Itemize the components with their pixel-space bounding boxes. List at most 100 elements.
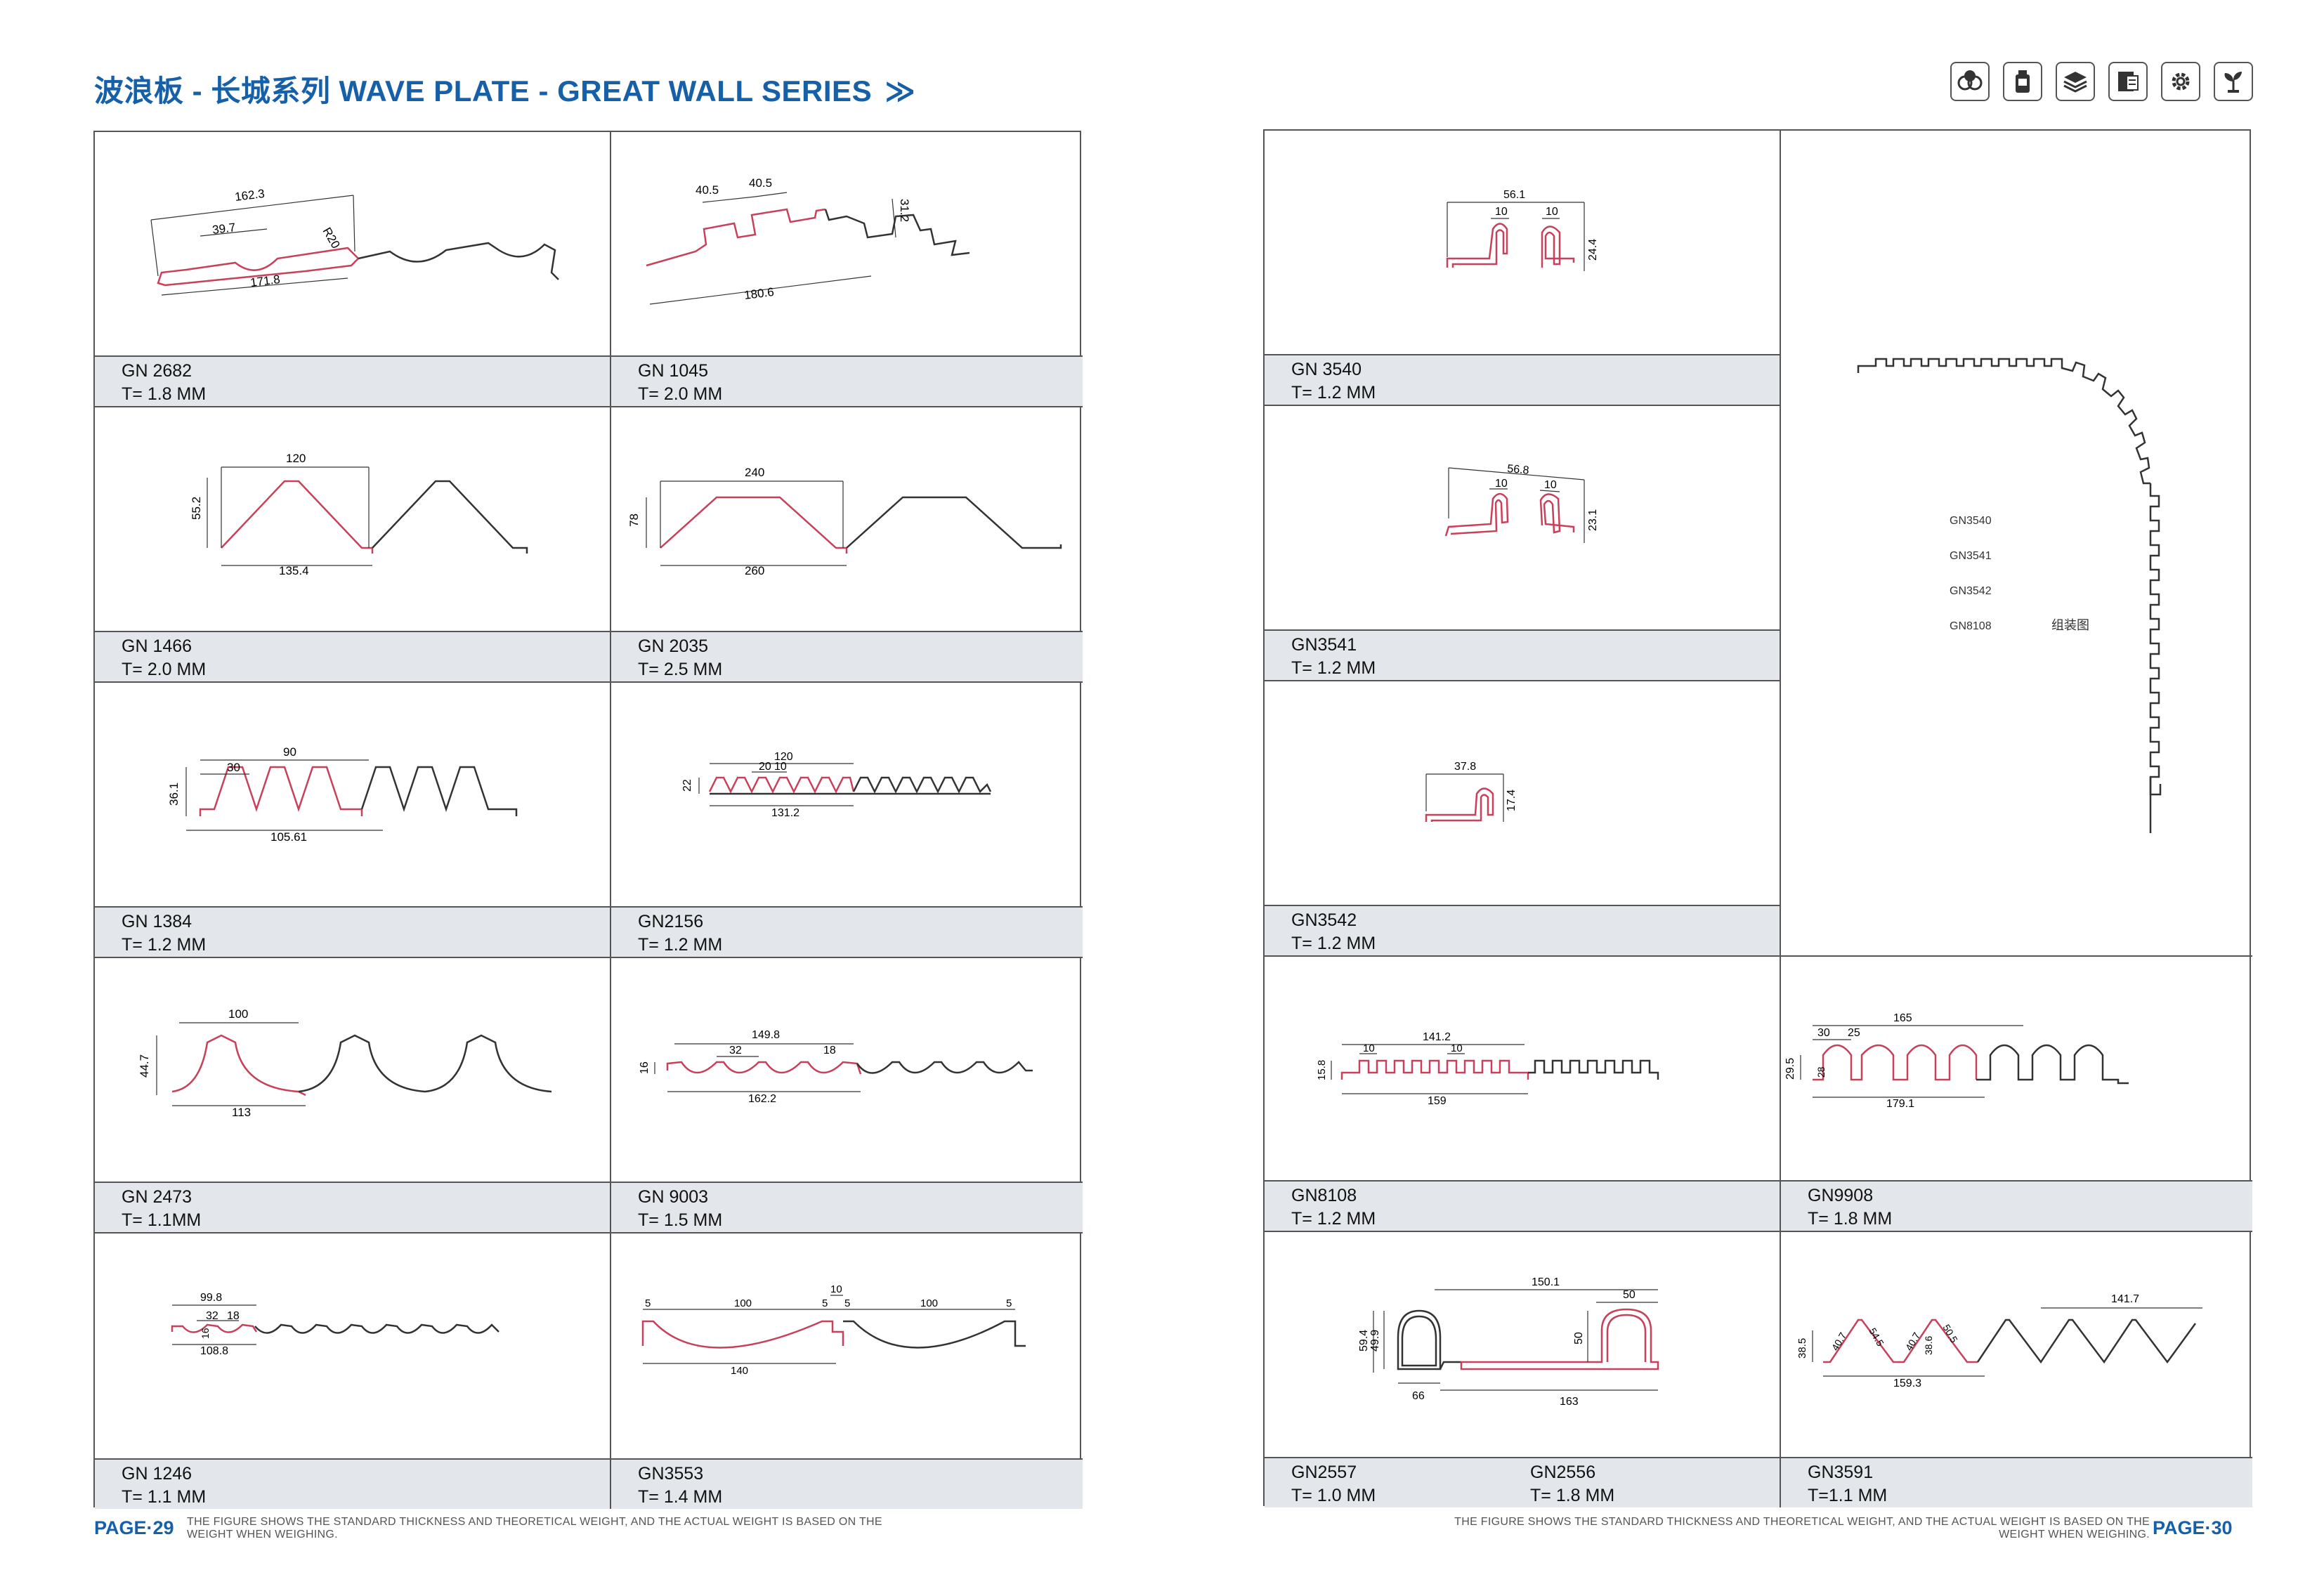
product-cell-gn2473: 100 44.7 113 GN 2473 T= 1.1MM — [95, 958, 611, 1234]
product-label: GN 1045 T= 2.0 MM — [611, 355, 1083, 406]
dim-label: 54.5 — [1867, 1326, 1886, 1349]
dim-label: 40.7 — [1903, 1330, 1923, 1353]
dim-label: 131.2 — [771, 807, 799, 819]
dim-label: 90 — [283, 745, 296, 759]
product-code: GN2557 — [1291, 1463, 1357, 1482]
product-label: GN8108 T= 1.2 MM — [1265, 1180, 1780, 1231]
profile-drawing: 30 90 36.1 105.61 — [95, 683, 610, 911]
profile-drawing: 56.8 10 10 23.1 — [1265, 406, 1780, 634]
product-cell-gn2156: 120 20 10 22 131.2 GN2156 T= 1.2 MM — [611, 683, 1083, 958]
dim-label: 5 — [645, 1297, 651, 1309]
dim-label: 171.8 — [249, 273, 281, 289]
page-number-left: PAGE·29 — [94, 1517, 174, 1538]
book-icon — [2108, 62, 2148, 101]
product-thickness: T= 1.8 MM — [1808, 1209, 1893, 1229]
dim-label: 141.7 — [2111, 1293, 2139, 1305]
dim-label: 16 — [639, 1061, 651, 1074]
dim-label: 66 — [1412, 1390, 1425, 1402]
dim-label: 28 — [1815, 1066, 1827, 1078]
dim-label: 20 — [759, 761, 771, 773]
disclaimer-right: THE FIGURE SHOWS THE STANDARD THICKNESS … — [1454, 1516, 2150, 1540]
product-cell-gn3541: 56.8 10 10 23.1 GN3541 T= 1.2 MM — [1265, 406, 1781, 681]
profile-drawing: 120 55.2 135.4 — [95, 407, 610, 636]
product-code: GN3553 — [638, 1464, 704, 1484]
dim-label: 16 — [200, 1328, 211, 1339]
dim-label: 40.7 — [1829, 1330, 1849, 1353]
dim-label: 163 — [1560, 1396, 1579, 1408]
product-code: GN3542 — [1291, 910, 1357, 930]
product-cell-gn9908: 165 30 25 29.5 28 179.1 GN9908 T= 1.8 MM — [1781, 957, 2252, 1232]
assembly-label: GN3540 — [1950, 515, 1992, 527]
dim-label: 39.7 — [211, 221, 236, 237]
dim-label: 50 — [1573, 1332, 1585, 1344]
dim-label: 260 — [745, 564, 764, 577]
dim-label: 38.5 — [1796, 1338, 1808, 1359]
dim-label: 56.8 — [1507, 463, 1530, 477]
dim-label: 40.5 — [749, 176, 772, 190]
dim-label: 10 — [1363, 1042, 1375, 1054]
dim-label: 22 — [681, 779, 693, 792]
dim-label: 10 — [1495, 206, 1508, 218]
product-thickness: T= 2.5 MM — [638, 660, 723, 679]
right-product-grid: 56.1 10 10 24.4 GN 3540 T= 1.2 MM GN3540 … — [1263, 129, 2252, 1507]
dim-label: 32 — [729, 1045, 742, 1056]
product-thickness: T= 1.2 MM — [1291, 383, 1376, 403]
dim-label: 99.8 — [200, 1292, 222, 1304]
assembly-label: GN3542 — [1950, 585, 1992, 597]
product-code: GN3541 — [1291, 635, 1357, 655]
dim-label: 17.4 — [1506, 790, 1517, 811]
dim-label: 25 — [1848, 1027, 1860, 1039]
product-code: GN 9003 — [638, 1187, 709, 1207]
dim-label: 37.8 — [1454, 761, 1476, 773]
product-label: GN3553 T= 1.4 MM — [611, 1458, 1083, 1509]
dim-label: 120 — [286, 452, 306, 465]
dim-label: 105.61 — [270, 830, 307, 844]
assembly-label: GN3541 — [1950, 550, 1992, 562]
product-label: GN 1246 T= 1.1 MM — [95, 1458, 610, 1509]
product-label: GN3541 T= 1.2 MM — [1265, 629, 1780, 680]
product-thickness: T= 1.8 MM — [122, 384, 207, 404]
dim-label: 108.8 — [200, 1345, 228, 1357]
dim-label: 149.8 — [752, 1029, 780, 1041]
dim-label: 159.3 — [1893, 1378, 1921, 1389]
product-label: GN 2682 T= 1.8 MM — [95, 355, 610, 406]
product-cell-gn3553: 10 5 100 5 5 100 5 140 GN3553 T= 1.4 MM — [611, 1234, 1083, 1509]
profile-drawing: 162.3 39.7 R20 171.8 — [95, 132, 610, 360]
double-chevron-icon: ≫ — [884, 74, 916, 107]
profile-drawing: 240 78 260 — [611, 407, 1083, 636]
dim-label: 10 — [1546, 206, 1558, 218]
product-code: GN 1045 — [638, 361, 709, 381]
product-thickness: T= 1.2 MM — [1291, 658, 1376, 678]
dim-label: 44.7 — [138, 1054, 151, 1078]
feature-icons — [1950, 62, 2253, 101]
product-cell-gn3540: 56.1 10 10 24.4 GN 3540 T= 1.2 MM — [1265, 131, 1781, 406]
product-label: GN2557 GN2556 T= 1.0 MM T= 1.8 MM — [1265, 1457, 1780, 1507]
product-cell-gn9003: 149.8 32 18 16 162.2 GN 9003 T= 1.5 MM — [611, 958, 1083, 1234]
dim-label: 141.2 — [1423, 1031, 1451, 1043]
dim-label: 100 — [734, 1297, 752, 1309]
product-code: GN 2035 — [638, 636, 709, 656]
profile-drawing: 37.8 17.4 — [1265, 681, 1780, 910]
product-label: GN 9003 T= 1.5 MM — [611, 1182, 1083, 1232]
page-title: 波浪板 - 长城系列 WAVE PLATE - GREAT WALL SERIE… — [94, 67, 916, 110]
product-code: GN8108 — [1291, 1186, 1357, 1205]
profile-drawing: 165 30 25 29.5 28 179.1 — [1781, 957, 2252, 1185]
dim-label: 10 — [774, 761, 787, 773]
dim-label: 5 — [822, 1297, 828, 1309]
profile-drawing: 100 44.7 113 — [95, 958, 610, 1186]
dim-label: 100 — [920, 1297, 938, 1309]
dim-label: 30 — [1817, 1027, 1830, 1039]
profile-drawing: 40.5 40.5 31.2 180.6 — [611, 132, 1083, 360]
product-thickness: T= 1.2 MM — [1291, 934, 1376, 953]
product-code-2: GN2556 — [1530, 1463, 1596, 1482]
profile-drawing: 150.1 50 59.4 49.9 50 66 163 — [1265, 1232, 1780, 1460]
dim-label: 162.2 — [748, 1093, 776, 1105]
dim-label: 140 — [731, 1365, 748, 1377]
product-cell-gn1246: 99.8 32 18 16 108.8 GN 1246 T= 1.1 MM — [95, 1234, 611, 1509]
product-label: GN3591 T=1.1 MM — [1781, 1457, 2252, 1507]
dim-label: 24.4 — [1587, 239, 1599, 261]
product-thickness: T= 1.2 MM — [122, 935, 207, 955]
profile-drawing: 99.8 32 18 16 108.8 — [95, 1234, 610, 1462]
product-cell-gn3591: 141.7 38.5 40.7 54.5 40.7 38.6 50.5 159.… — [1781, 1232, 2252, 1507]
dim-label: 165 — [1893, 1012, 1912, 1024]
